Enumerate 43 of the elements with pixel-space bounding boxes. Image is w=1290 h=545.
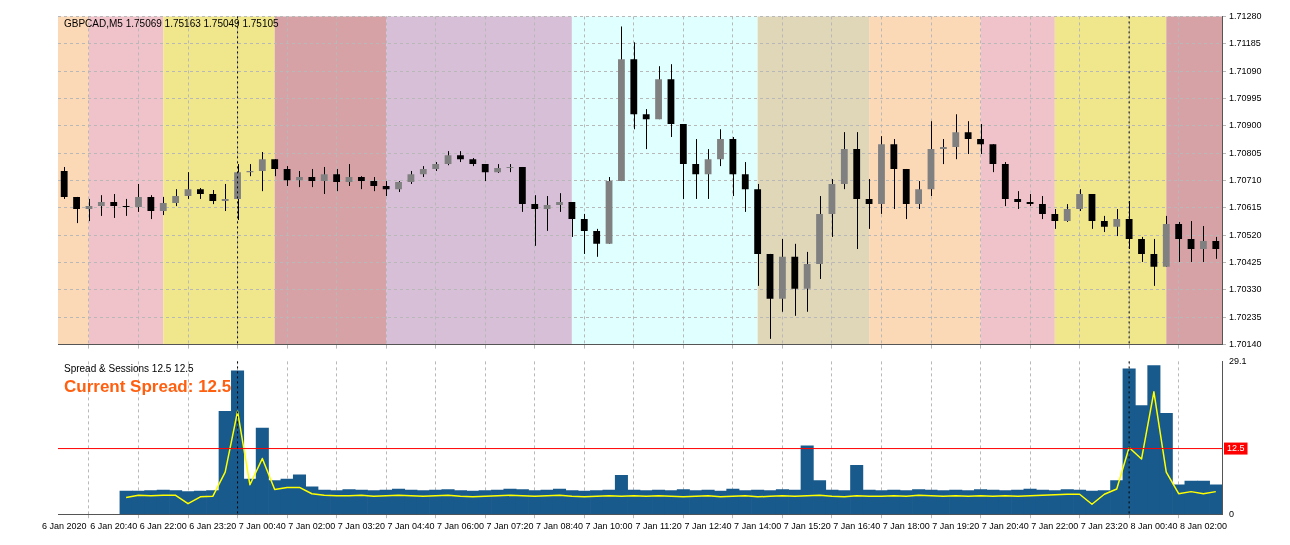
x-tick-label: 7 Jan 03:20 (337, 521, 385, 532)
y-tick-label: 1.71280 (1229, 10, 1262, 21)
x-tick-label: 7 Jan 02:00 (288, 521, 336, 532)
x-tick-label: 7 Jan 07:20 (486, 521, 534, 532)
y-tick-label: 1.70900 (1229, 120, 1262, 131)
y-tick-label: 1.70330 (1229, 284, 1262, 295)
x-tick-label: 8 Jan 00:40 (1130, 521, 1178, 532)
y-tick-label: 1.71090 (1229, 65, 1262, 76)
x-tick-label: 7 Jan 06:00 (436, 521, 484, 532)
chart-title: GBPCAD,M5 1.75069 1.75163 1.75049 1.75105 (64, 18, 280, 30)
x-tick-label: 8 Jan 02:00 (1179, 521, 1227, 532)
y-tick-label: 1.70140 (1229, 339, 1262, 350)
y-tick-label: 1.70805 (1229, 147, 1262, 158)
x-tick-label: 6 Jan 22:00 (139, 521, 187, 532)
y-tick-label: 29.1 (1229, 355, 1247, 366)
x-tick-label: 7 Jan 08:40 (535, 521, 584, 532)
x-tick-label: 7 Jan 14:00 (734, 521, 782, 532)
y-tick-label: 1.70615 (1229, 202, 1262, 213)
x-tick-label: 7 Jan 16:40 (833, 521, 881, 532)
x-tick-label: 7 Jan 11:20 (635, 521, 682, 532)
x-tick-label: 7 Jan 18:00 (882, 521, 930, 532)
y-tick-label: 1.70425 (1229, 257, 1262, 268)
x-tick-label: 7 Jan 12:40 (684, 521, 732, 532)
y-tick-label: 1.71185 (1229, 38, 1261, 49)
x-tick-label: 7 Jan 23:20 (1080, 521, 1128, 532)
x-tick-label: 7 Jan 15:20 (783, 521, 831, 532)
x-tick-label: 7 Jan 22:00 (1031, 521, 1079, 532)
y-tick-label: 0 (1229, 508, 1235, 519)
x-tick-label: 6 Jan 2020 (41, 521, 87, 532)
x-tick-label: 7 Jan 20:40 (981, 521, 1029, 532)
x-tick-label: 7 Jan 19:20 (932, 521, 980, 532)
y-tick-label: 1.70520 (1229, 229, 1262, 240)
ref-line-label: 12.5 (1227, 443, 1245, 454)
y-tick-label: 1.70235 (1229, 311, 1262, 322)
annotation: Current Spread: 12.5 (64, 376, 232, 396)
x-tick-label: 6 Jan 23:20 (189, 521, 237, 532)
x-tick-label: 7 Jan 00:40 (238, 521, 286, 532)
y-tick-label: 1.70995 (1229, 92, 1262, 103)
x-tick-label: 7 Jan 04:40 (387, 521, 435, 532)
y-tick-label: 1.70710 (1229, 174, 1262, 185)
x-tick-label: 7 Jan 10:00 (585, 521, 633, 532)
chart-title: Spread & Sessions 12.5 12.5 (64, 363, 194, 375)
x-tick-label: 6 Jan 20:40 (90, 521, 138, 532)
